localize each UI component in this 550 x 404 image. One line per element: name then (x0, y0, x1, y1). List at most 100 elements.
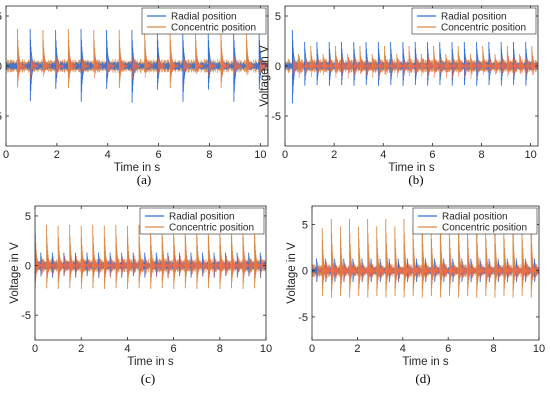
spike-residual-concentric-10 (404, 262, 412, 279)
x-axis-label: Time in s (402, 356, 448, 368)
legend-label-1: Radial position (169, 212, 235, 223)
spike-residual-concentric-4 (93, 57, 103, 79)
spike-residual-radial-9 (233, 56, 243, 75)
axes-frame (311, 205, 540, 341)
spike-residual-concentric-1 (17, 57, 26, 77)
panel-a: 0 2 4 6 8 10 5 0 -5 Time in s Voltage in V Radial p… (0, 5, 269, 187)
spike-residual-concentric-23 (522, 261, 530, 280)
x-tick-label-4: 4 (400, 343, 406, 355)
x-tick-label-2: 2 (331, 149, 337, 161)
spike-residual-concentric-3 (58, 256, 66, 277)
x-tick-label-8: 8 (217, 343, 223, 355)
panel-caption-a: (a) (137, 172, 151, 187)
y-tick-label-5: 5 (25, 211, 31, 223)
y-axis-label: Voltage in V (286, 242, 298, 304)
spike-residual-concentric-12 (433, 59, 442, 79)
x-tick-label-10: 10 (533, 343, 545, 355)
spike-residual-concentric-8 (385, 263, 394, 280)
spike-residual-concentric-3 (340, 261, 348, 283)
plot-traces (312, 218, 539, 298)
spike-residual-concentric-16 (208, 258, 216, 279)
spike-residual-radial-6 (157, 57, 166, 75)
spike-residual-concentric-4 (69, 256, 78, 276)
spike-residual-radial-3 (81, 57, 90, 78)
spike-residual-radial-4 (106, 58, 115, 75)
spike-residual-concentric-6 (360, 58, 369, 75)
legend-label-1: Radial position (442, 212, 508, 223)
spike-residual-concentric-5 (81, 258, 89, 276)
y-tick-label--5: -5 (21, 310, 31, 322)
spike-residual-concentric-8 (195, 56, 204, 75)
spike-residual-concentric-16 (482, 55, 491, 75)
y-tick-label--5: -5 (298, 312, 308, 324)
legend-label-2: Concentric position (441, 23, 526, 34)
y-tick-label-0: 0 (0, 61, 2, 73)
spike-residual-concentric-2 (43, 56, 52, 77)
spike-residual-concentric-3 (68, 58, 77, 79)
legend-box (411, 7, 537, 35)
spike-residual-concentric-11 (413, 264, 421, 283)
legend-box (412, 207, 538, 235)
y-tick-label-0: 0 (302, 266, 308, 278)
panel-d: 0 2 4 6 8 10 5 0 -5 Time in s Voltage in V Radial p… (286, 205, 545, 386)
spike-residual-concentric-8 (384, 55, 393, 75)
spike-residual-concentric-18 (231, 256, 240, 277)
spike-residual-concentric-10 (246, 55, 255, 76)
y-tick-label-0: 0 (25, 261, 31, 273)
legend-label-2: Concentric position (169, 223, 254, 234)
spike-residual-concentric-16 (458, 261, 467, 279)
legend-label-1: Radial position (441, 12, 507, 23)
spike-residual-concentric-20 (254, 258, 263, 279)
spike-residual-concentric-11 (421, 58, 430, 77)
series-concentric (321, 218, 539, 298)
y-tick-label-0: 0 (275, 61, 281, 73)
axes-frame (284, 5, 539, 147)
series-radial (29, 28, 268, 103)
spike-residual-concentric-10 (139, 258, 147, 274)
x-tick-label-2: 2 (54, 149, 60, 161)
y-tick-label-5: 5 (0, 11, 2, 23)
x-axis-label: Time in s (127, 356, 173, 368)
legend-box (141, 7, 267, 35)
spike-residual-concentric-1 (322, 264, 330, 282)
spike-residual-concentric-7 (104, 258, 113, 278)
spike-residual-concentric-13 (431, 264, 439, 279)
spike-residual-concentric-15 (470, 58, 479, 79)
spike-residual-concentric-17 (467, 261, 476, 280)
spike-residual-concentric-15 (196, 257, 205, 275)
spike-residual-concentric-2 (46, 255, 55, 275)
x-tick-label-0: 0 (3, 149, 9, 161)
x-tick-label-0: 0 (309, 343, 315, 355)
spike-residual-concentric-4 (335, 56, 344, 78)
series-concentric (35, 221, 263, 290)
x-tick-label-4: 4 (124, 343, 130, 355)
legend-label-2: Concentric position (171, 23, 256, 34)
spike-residual-concentric-20 (532, 55, 538, 76)
spike-residual-concentric-14 (458, 56, 467, 77)
plot-traces (6, 28, 268, 103)
spike-residual-concentric-19 (243, 258, 251, 274)
spike-residual-radial-5 (132, 55, 141, 79)
spike-residual-concentric-6 (367, 262, 376, 280)
spike-residual-concentric-9 (221, 57, 230, 77)
spike-residual-concentric-5 (119, 57, 128, 75)
x-tick-label-10: 10 (254, 149, 266, 161)
spike-residual-concentric-11 (150, 258, 159, 277)
panel-caption-c: (c) (141, 371, 155, 386)
spike-residual-concentric-22 (513, 263, 521, 281)
spike-residual-radial-20 (260, 255, 266, 279)
y-tick-label--5: -5 (271, 111, 281, 123)
panel-c: 0 2 4 6 8 10 5 0 -5 Time in s Voltage in V Radial p… (9, 205, 272, 386)
spike-residual-concentric-13 (173, 255, 182, 275)
x-tick-label-8: 8 (206, 149, 212, 161)
spike-residual-concentric-12 (162, 257, 170, 277)
spike-residual-concentric-18 (476, 263, 485, 282)
legend-box (139, 207, 265, 235)
spike-residual-concentric-19 (519, 56, 528, 75)
legend-label-1: Radial position (171, 12, 237, 23)
spike-residual-concentric-7 (376, 262, 385, 279)
